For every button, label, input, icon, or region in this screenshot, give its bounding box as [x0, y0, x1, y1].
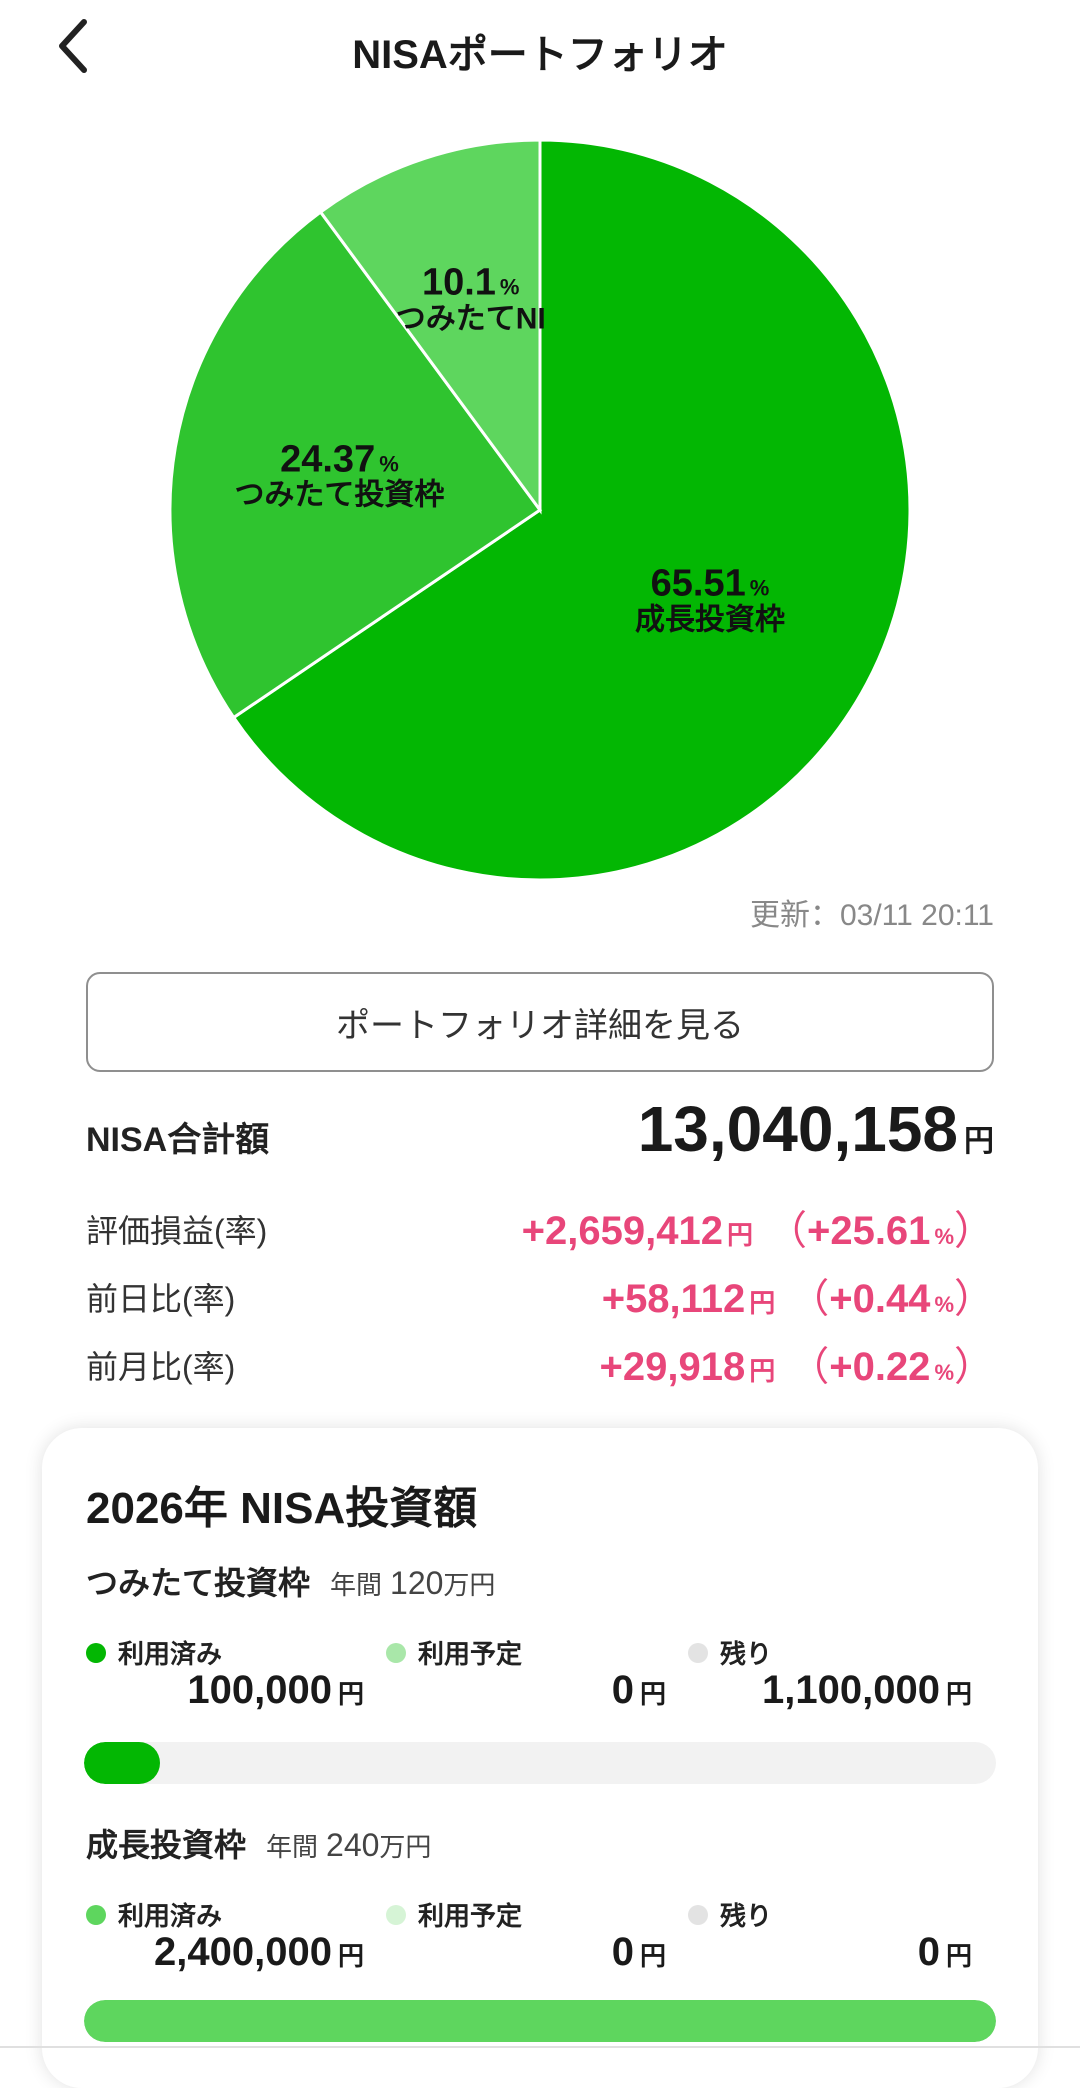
legend-dot: [86, 1642, 106, 1663]
section-header-growth: 成長投資枠 年間 240 万円: [86, 1827, 432, 1863]
stat-row-daily: 前日比(率) +58,112 円 （+0.44%）: [86, 1266, 994, 1322]
amount-used: 100,000 円: [187, 1668, 364, 1712]
stat-value: +2,659,412 円 （+25.61%）: [521, 1209, 994, 1253]
legend-dot: [688, 1904, 708, 1925]
progress-bar-tsumitate: [84, 1742, 996, 1784]
chevron-left-icon: [59, 19, 87, 73]
legend-dot: [386, 1642, 406, 1663]
pie-slice-tsumitate-ni: [318, 138, 542, 515]
stat-row-valuation: 評価損益(率) +2,659,412 円 （+25.61%）: [86, 1198, 994, 1254]
card-title: 2026年 NISA投資額: [86, 1484, 478, 1533]
header: NISAポートフォリオ: [0, 0, 1080, 96]
pie-slice-growth: [231, 138, 912, 882]
legend-used: 利用済み: [86, 1634, 222, 1671]
portfolio-detail-button[interactable]: ポートフォリオ詳細を見る: [86, 972, 994, 1072]
legend-dot: [386, 1904, 406, 1925]
pie-label-growth: 65.51% 成長投資枠: [634, 562, 785, 637]
progress-bar-fill: [84, 1742, 160, 1784]
legend-remaining: 残り: [688, 1634, 772, 1671]
stat-value: +58,112 円 （+0.44%）: [601, 1277, 994, 1321]
updated-timestamp: 更新：03/11 20:11: [749, 899, 994, 932]
total-amount: 13,040,158: [637, 1093, 958, 1165]
stat-label: 前日比(率): [86, 1281, 236, 1317]
progress-bar-growth: [84, 2000, 996, 2042]
total-unit: 円: [964, 1125, 994, 1158]
investment-card: 2026年 NISA投資額 つみたて投資枠 年間 120 万円 利用済み 利用予…: [42, 1428, 1038, 2088]
portfolio-pie-chart: 65.51% 成長投資枠 24.37% つみたて投資枠 10.1% つみたてNI: [160, 130, 920, 890]
pie-label-tsumitate: 24.37% つみたて投資枠: [234, 437, 445, 512]
legend-planned: 利用予定: [386, 1634, 522, 1671]
stat-label: 評価損益(率): [86, 1213, 268, 1249]
amount-remaining: 1,100,000 円: [762, 1668, 972, 1712]
section-header-tsumitate: つみたて投資枠 年間 120 万円: [86, 1565, 496, 1601]
legend-dot: [688, 1642, 708, 1663]
page-title: NISAポートフォリオ: [352, 33, 728, 77]
total-value: 13,040,158 円: [638, 1092, 994, 1166]
legend-remaining: 残り: [688, 1896, 772, 1933]
legend-dot: [86, 1904, 106, 1925]
stat-value: +29,918 円 （+0.22%）: [599, 1345, 995, 1389]
pie-label-tsumitate-ni: 10.1% つみたてNI: [395, 261, 546, 336]
total-label: NISA合計額: [86, 1121, 270, 1159]
legend-planned: 利用予定: [386, 1896, 522, 1933]
bottom-divider: [0, 2046, 1080, 2048]
pie-svg: [168, 138, 912, 882]
progress-bar-fill: [84, 2000, 996, 2042]
back-button[interactable]: [44, 14, 104, 78]
stat-row-monthly: 前月比(率) +29,918 円 （+0.22%）: [86, 1334, 994, 1390]
stat-label: 前月比(率): [86, 1349, 236, 1385]
pie-slice-tsumitate: [168, 209, 543, 720]
amount-used: 2,400,000 円: [154, 1930, 364, 1974]
legend-used: 利用済み: [86, 1896, 222, 1933]
